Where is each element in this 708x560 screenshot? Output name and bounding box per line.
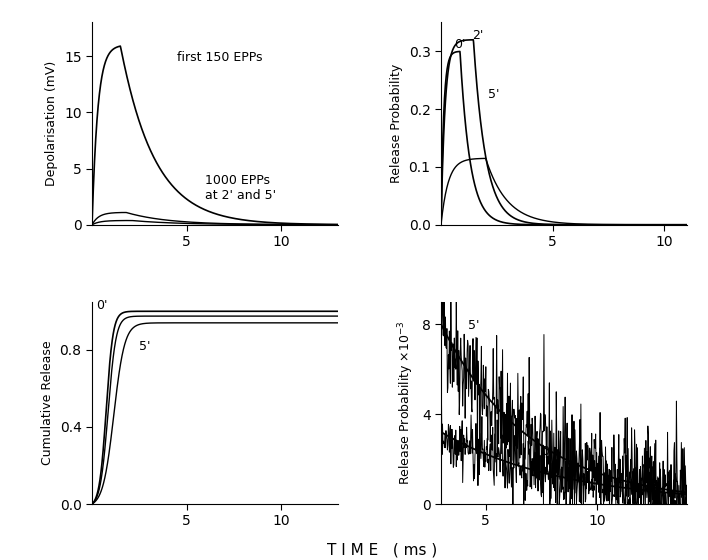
Text: T I M E   ( ms ): T I M E ( ms ) <box>327 543 438 557</box>
Y-axis label: Depolarisation (mV): Depolarisation (mV) <box>45 61 59 186</box>
Y-axis label: Cumulative Release: Cumulative Release <box>41 340 54 465</box>
Text: 0': 0' <box>542 445 553 458</box>
Text: 1000 EPPs
at 2' and 5': 1000 EPPs at 2' and 5' <box>205 174 277 202</box>
Text: 0': 0' <box>455 39 466 52</box>
Text: 0': 0' <box>96 300 108 312</box>
Text: first 150 EPPs: first 150 EPPs <box>177 50 263 63</box>
Text: 5': 5' <box>488 87 499 101</box>
Y-axis label: Release Probability: Release Probability <box>390 64 403 183</box>
Text: 2': 2' <box>472 29 484 41</box>
Y-axis label: Release Probability $\times$10$^{-3}$: Release Probability $\times$10$^{-3}$ <box>396 320 416 485</box>
Text: 5': 5' <box>139 340 151 353</box>
Text: 5': 5' <box>468 319 479 332</box>
